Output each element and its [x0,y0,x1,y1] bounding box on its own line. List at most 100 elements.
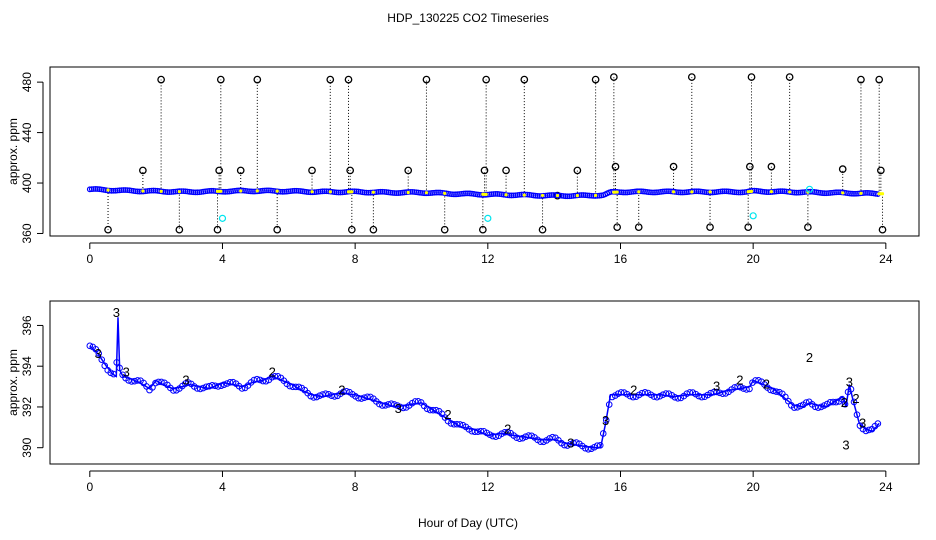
chart-1-series-glyph-6: 3 [395,401,402,416]
chart-1-plot-frame [49,300,920,465]
chart-0-yellow-point-3 [177,190,181,194]
chart-0-spike-point-28 [610,73,618,81]
chart-0-baseline-point-354 [791,189,798,196]
chart-0-spike-point-5 [215,166,224,175]
chart-1-y-label: approx. ppm [6,349,20,416]
chart-0-spike-point-20 [480,166,489,175]
chart-0-yellow-point-22 [504,193,508,197]
chart-1-series-point-253 [841,400,849,408]
chart-0-baseline-point-2 [90,186,97,192]
chart-1-series-point-233 [782,393,789,401]
chart-1-series-point-123 [453,420,461,428]
chart-0-baseline-point-383 [849,190,855,197]
chart-0-yellow-point-14 [350,190,354,194]
chart-0-baseline-point-269 [622,189,629,196]
chart-0-x-tick-label-4: 16 [614,252,628,266]
chart-0-y-tick-label-2: 440 [20,122,34,142]
chart-1-series-point-91 [358,395,365,402]
chart-1-x-tick-label-5: 20 [746,480,760,494]
chart-1-series-point-9 [113,359,120,366]
chart-1-series-point-58 [259,377,267,385]
chart-1-series-point-99 [382,402,389,409]
chart-0-baseline-point-117 [319,188,326,195]
chart-0-baseline-point-318 [719,188,726,195]
chart-0-baseline-point-297 [677,189,684,196]
chart-1-series-glyph-11: 2 [630,383,637,398]
chart-1-series-point-221 [746,385,753,393]
chart-0-yellow-point-9 [275,189,279,193]
chart-1-series-point-136 [492,433,500,440]
chart-1-series-point-182 [629,393,637,401]
chart-1-series-point-93 [364,393,371,401]
chart-0-spike-point-42 [857,75,865,84]
chart-0-spike-point-23 [520,75,529,84]
chart-0-baseline-point-248 [580,192,587,198]
chart-0-spike-point-32 [669,162,678,171]
chart-1-series-point-59 [262,377,270,385]
chart-0-x-tick-label-6: 24 [879,252,893,266]
chart-0-spike-point-40 [804,223,812,232]
chart-1-series-point-7 [107,369,114,377]
chart-1-series-point-4 [98,356,106,363]
chart-1-series-point-46 [223,380,231,387]
chart-1-series-point-261 [865,426,873,434]
chart-1-series-glyph-18: 2 [852,391,859,406]
chart-1-series-glyph-14: 2 [763,377,770,392]
chart-0-baseline-point-15 [116,187,123,194]
chart-0-baseline-point-276 [636,188,642,195]
chart-0-baseline-point-126 [337,189,344,196]
chart-0-baseline-point-290 [664,188,670,195]
chart-0-yellow-point-27 [594,193,598,197]
chart-0-baseline-point-291 [666,188,672,195]
chart-1-series-point-75 [310,394,317,401]
chart-1-series-point-240 [802,399,810,406]
chart-0-baseline-point-190 [465,190,471,197]
chart-0-baseline-point-374 [831,189,837,196]
chart-1-series-point-170 [593,442,601,449]
chart-0-baseline-point-118 [321,188,328,195]
chart-0-baseline-point-239 [562,193,569,200]
chart-0-baseline-point-268 [620,189,627,196]
chart-0-cyan-point-2 [749,212,757,220]
chart-1-series-point-24 [158,378,165,386]
chart-1-series-point-186 [641,388,649,396]
chart-1-series-point-245 [817,403,825,411]
chart-1-series-glyph-2: 3 [123,364,130,379]
chart-1-series-point-178 [617,389,625,396]
chart-0-spike-point-44 [877,166,885,175]
chart-0-spike-point-41 [838,165,847,174]
chart-0-yellow-point-11 [328,190,332,194]
chart-0-baseline-point-312 [707,189,714,196]
chart-1-series-point-238 [796,402,804,410]
chart-0-spike-point-34 [706,223,714,232]
chart-0-baseline-point-40 [166,189,173,195]
chart-0-spike-point-15 [369,225,378,234]
chart-0-baseline-point-247 [578,192,585,198]
chart-1-series-point-236 [790,404,798,411]
chart-1-series-point-171 [596,442,604,449]
chart-1-x-tick-label-2: 8 [352,480,359,494]
chart-0-baseline-point-1 [88,186,95,193]
chart-0-baseline-point-90 [266,187,272,194]
chart-0-baseline-point-252 [588,192,595,199]
chart-0-spike-point-3 [175,225,184,234]
chart-0-baseline-point-80 [246,188,252,195]
chart-1-series-point-109 [411,398,419,405]
chart-0-baseline-point-12 [110,187,117,194]
chart-1-series-point-197 [674,395,682,402]
chart-0-baseline-point-61 [208,187,215,194]
chart-0-baseline-point-298 [679,189,686,196]
chart-0-baseline-point-267 [618,189,625,196]
chart-1-series-point-140 [504,428,512,436]
figure-xlabel: Hour of Day (UTC) [418,516,518,530]
chart-0-baseline-point-384 [851,190,857,197]
chart-1-series-point-8 [110,370,117,378]
chart-0-x-tick-label-1: 4 [219,252,226,266]
chart-1-series-point-0 [86,342,94,350]
chart-1-series-point-210 [713,388,720,396]
chart-1-series-point-228 [767,386,774,394]
chart-0-spike-point-11 [326,75,335,84]
chart-0-yellow-point-16 [406,190,410,195]
chart-0-spike-point-24 [538,225,547,234]
chart-1-y-tick-label-0: 390 [20,437,34,457]
